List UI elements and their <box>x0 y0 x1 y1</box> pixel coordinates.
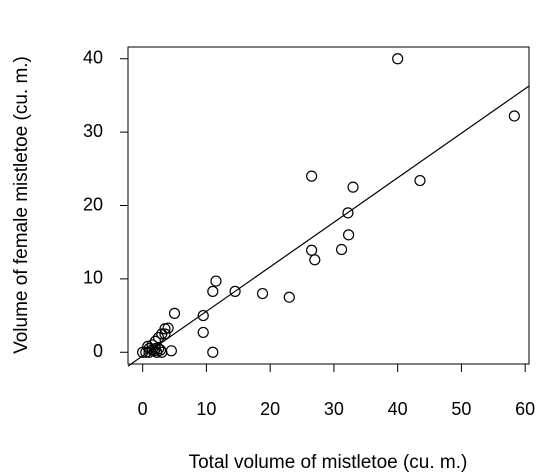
x-tick-label: 40 <box>388 399 408 419</box>
y-tick-label: 30 <box>83 121 103 141</box>
point <box>207 346 219 358</box>
x-tick-label: 0 <box>138 399 148 419</box>
point <box>140 346 152 358</box>
point <box>347 181 359 193</box>
point <box>210 275 222 287</box>
point <box>229 285 241 297</box>
point <box>153 331 165 344</box>
point <box>149 335 162 347</box>
point <box>306 170 318 182</box>
y-tick-label: 0 <box>93 341 103 361</box>
y-tick-label: 40 <box>83 47 103 67</box>
point <box>162 322 174 334</box>
x-axis-title: Total volume of mistletoe (cu. m.) <box>189 452 468 473</box>
point <box>207 285 219 297</box>
point <box>342 229 355 241</box>
point <box>309 254 321 266</box>
x-tick-label: 10 <box>196 399 216 419</box>
fit-line <box>127 85 530 367</box>
point <box>154 344 167 356</box>
y-tick-label: 20 <box>83 194 103 214</box>
point <box>392 53 404 65</box>
point <box>168 307 181 319</box>
point <box>143 346 155 358</box>
point <box>508 110 520 122</box>
point <box>256 287 269 300</box>
point <box>283 291 295 303</box>
point <box>197 309 209 322</box>
point <box>197 326 209 339</box>
x-tick-label: 20 <box>260 399 280 419</box>
point <box>335 243 348 256</box>
point <box>414 174 426 187</box>
point <box>165 345 177 357</box>
x-tick-label: 50 <box>451 399 471 419</box>
point <box>342 207 354 219</box>
x-tick-label: 30 <box>324 399 344 419</box>
x-tick-label: 60 <box>515 399 535 419</box>
y-axis-title: Volume of female mistletoe (cu. m.) <box>11 56 32 354</box>
point <box>306 244 318 256</box>
y-tick-label: 10 <box>83 268 103 288</box>
point <box>159 328 171 340</box>
plot-box <box>127 46 530 365</box>
